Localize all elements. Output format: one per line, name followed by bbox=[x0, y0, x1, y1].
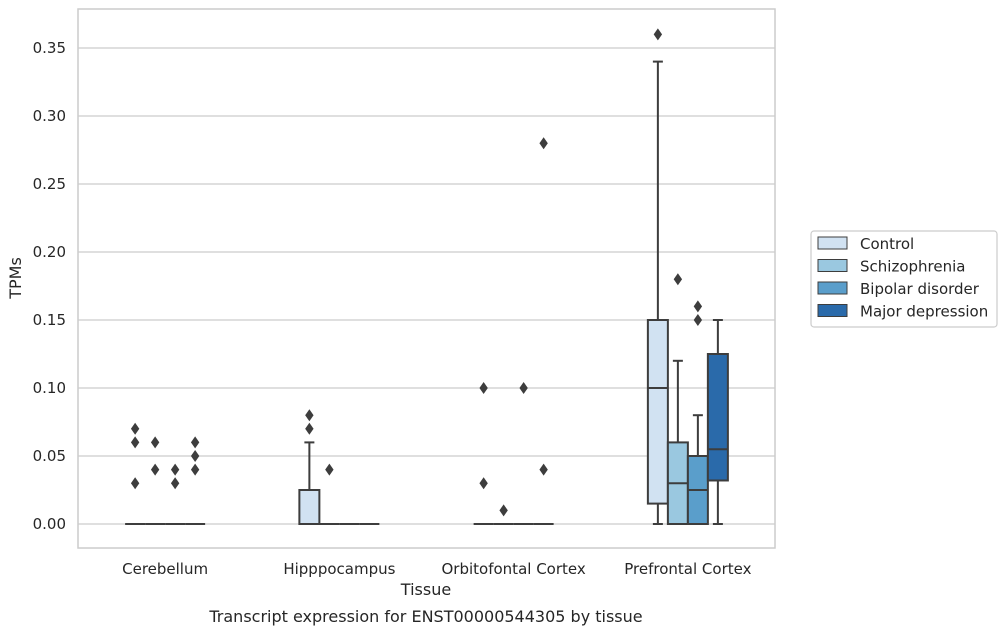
y-tick-label: 0.10 bbox=[33, 379, 66, 397]
legend-swatch bbox=[817, 304, 848, 317]
x-tick-label: Hipppocampus bbox=[283, 560, 395, 578]
outlier-point bbox=[673, 273, 683, 286]
outlier-point bbox=[170, 477, 180, 490]
box-1-0 bbox=[298, 409, 321, 525]
outlier-point bbox=[130, 477, 140, 490]
legend-label: Bipolar disorder bbox=[860, 280, 980, 298]
outlier-point bbox=[190, 436, 200, 449]
outlier-point bbox=[539, 137, 548, 150]
outlier-point bbox=[150, 463, 160, 476]
box-2-3 bbox=[533, 137, 554, 525]
legend-frame bbox=[810, 230, 998, 328]
outlier-point bbox=[190, 463, 200, 476]
y-tick-label: 0.05 bbox=[33, 447, 66, 465]
box-0-1 bbox=[145, 436, 166, 525]
chart-caption: Transcript expression for ENST0000054430… bbox=[208, 607, 642, 626]
x-tick-label: Orbitofontal Cortex bbox=[442, 560, 586, 578]
box-0-0 bbox=[125, 422, 146, 525]
y-tick-label: 0.00 bbox=[33, 515, 66, 533]
box-3-0 bbox=[646, 28, 669, 525]
box-series bbox=[125, 28, 729, 525]
box-2-0 bbox=[473, 382, 494, 525]
plot-frame bbox=[77, 8, 776, 549]
y-tick-label: 0.20 bbox=[33, 243, 66, 261]
outlier-point bbox=[150, 436, 160, 449]
x-tick-label: Prefrontal Cortex bbox=[624, 560, 751, 578]
box-0-2 bbox=[165, 463, 186, 525]
y-tick-label: 0.25 bbox=[33, 175, 66, 193]
box-body bbox=[646, 319, 669, 505]
box-body bbox=[706, 353, 729, 482]
box-3-2 bbox=[686, 300, 709, 525]
x-axis-label: Tissue bbox=[400, 580, 451, 599]
outlier-point bbox=[519, 382, 528, 394]
box-0-3 bbox=[185, 436, 206, 525]
outlier-point bbox=[190, 450, 200, 462]
box-3-3 bbox=[706, 319, 729, 525]
legend-swatch bbox=[817, 236, 848, 250]
y-tick-label: 0.35 bbox=[33, 39, 66, 57]
x-axis-ticks: Cerebellum Hipppocampus Orbitofontal Corte… bbox=[122, 560, 751, 578]
outlier-point bbox=[170, 463, 180, 476]
x-tick-label: Cerebellum bbox=[122, 560, 208, 578]
outlier-point bbox=[305, 409, 314, 422]
outlier-point bbox=[130, 422, 140, 435]
legend-swatch bbox=[817, 259, 848, 272]
outlier-point bbox=[325, 463, 334, 476]
y-axis-label: TPMs bbox=[6, 257, 25, 300]
y-tick-label: 0.15 bbox=[33, 311, 66, 329]
legend-swatch bbox=[817, 281, 848, 295]
box-2-1 bbox=[493, 504, 514, 525]
outlier-point bbox=[539, 463, 548, 476]
legend: Control Schizophrenia Bipolar disorder Majo… bbox=[810, 230, 998, 328]
y-axis-ticks: 0.00 0.05 0.10 0.15 0.20 0.25 0.30 0.35 bbox=[33, 39, 66, 533]
outlier-point bbox=[305, 422, 314, 435]
box-2-2 bbox=[513, 382, 534, 525]
outlier-point bbox=[479, 477, 488, 490]
box-body bbox=[298, 489, 321, 525]
y-tick-label: 0.30 bbox=[33, 107, 66, 125]
outlier-point bbox=[653, 28, 663, 41]
box-1-1 bbox=[319, 463, 340, 525]
outlier-point bbox=[130, 436, 140, 449]
legend-label: Schizophrenia bbox=[860, 258, 965, 276]
box-3-1 bbox=[666, 273, 689, 525]
outlier-point bbox=[693, 314, 703, 326]
outlier-point bbox=[479, 382, 488, 394]
legend-label: Major depression bbox=[860, 303, 988, 321]
legend-label: Control bbox=[860, 235, 914, 253]
outlier-point bbox=[693, 300, 703, 313]
outlier-point bbox=[499, 504, 508, 517]
